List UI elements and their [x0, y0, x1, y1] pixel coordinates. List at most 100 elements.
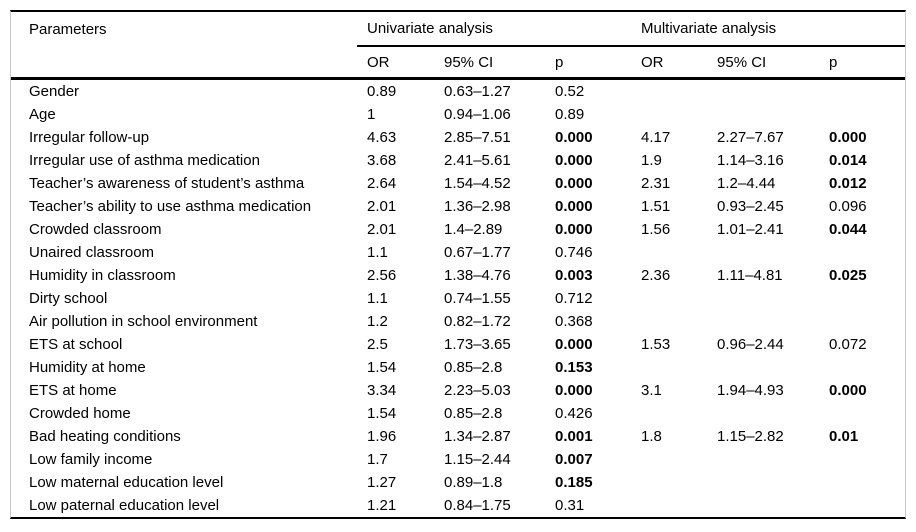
cell-univariate-p: 0.153: [555, 359, 593, 376]
cell-univariate-or: 1.21: [367, 497, 397, 514]
cell-parameter: Teacher’s awareness of student’s asthma: [29, 175, 305, 192]
cell-parameter: Crowded classroom: [29, 221, 162, 238]
cell-univariate-or: 3.34: [367, 382, 397, 399]
cell-multivariate-p: 0.000: [829, 382, 867, 399]
cell-univariate-p: 0.000: [555, 336, 593, 353]
table-row: Unaired classroom 1.1 0.67–1.77 0.746: [11, 241, 905, 264]
cell-univariate-p: 0.368: [555, 313, 593, 330]
cell-parameter: Teacher’s ability to use asthma medicati…: [29, 198, 312, 215]
table-row: Age 1 0.94–1.06 0.89: [11, 103, 905, 126]
cell-parameter: Low maternal education level: [29, 474, 224, 491]
subheader-multi-p: p: [819, 46, 905, 80]
cell-univariate-ci: 0.74–1.55: [444, 290, 511, 307]
subheader-multi-ci: 95% CI: [707, 46, 820, 80]
cell-multivariate-ci: [707, 241, 819, 264]
cell-parameter: Crowded home: [29, 405, 131, 422]
cell-multivariate-or: 1.56: [641, 221, 671, 238]
cell-multivariate-p: [819, 494, 905, 517]
cell-multivariate-ci: [707, 103, 819, 126]
cell-multivariate-p: [819, 287, 905, 310]
cell-univariate-ci: 0.94–1.06: [444, 106, 511, 123]
cell-multivariate-or: 1.9: [641, 152, 662, 169]
cell-multivariate-ci: 1.01–2.41: [717, 221, 784, 238]
cell-univariate-ci: 0.85–2.8: [444, 359, 503, 376]
column-group-multivariate: Multivariate analysis: [631, 12, 905, 47]
cell-univariate-p: 0.000: [555, 382, 593, 399]
table-row: Irregular use of asthma medication 3.68 …: [11, 149, 905, 172]
cell-multivariate-ci: [707, 287, 819, 310]
cell-multivariate-p: 0.096: [829, 198, 867, 215]
cell-univariate-ci: 1.15–2.44: [444, 451, 511, 468]
cell-univariate-ci: 0.89–1.8: [444, 474, 503, 491]
cell-parameter: Bad heating conditions: [29, 428, 181, 445]
cell-parameter: Irregular follow-up: [29, 129, 150, 146]
table-row: ETS at school 2.5 1.73–3.65 0.000 1.53 0…: [11, 333, 905, 356]
cell-univariate-p: 0.000: [555, 221, 593, 238]
cell-multivariate-p: [819, 79, 905, 104]
cell-multivariate-ci: 1.2–4.44: [717, 175, 776, 192]
subheader-multi-or: OR: [631, 46, 708, 80]
cell-univariate-p: 0.89: [555, 106, 585, 123]
cell-multivariate-ci: [707, 471, 819, 494]
cell-parameter: ETS at home: [29, 382, 117, 399]
table-row: Dirty school 1.1 0.74–1.55 0.712: [11, 287, 905, 310]
cell-univariate-or: 1.1: [367, 244, 388, 261]
column-header-parameters: Parameters: [29, 20, 107, 38]
parameters-odds-ratio-table: Parameters Univariate analysis Multivari…: [11, 12, 905, 517]
cell-univariate-or: 1.7: [367, 451, 388, 468]
table-row: Teacher’s awareness of student’s asthma …: [11, 172, 905, 195]
cell-univariate-ci: 0.85–2.8: [444, 405, 503, 422]
table-row: Teacher’s ability to use asthma medicati…: [11, 195, 905, 218]
cell-multivariate-or: [631, 448, 707, 471]
cell-univariate-p: 0.003: [555, 267, 593, 284]
cell-multivariate-p: [819, 356, 905, 379]
cell-univariate-ci: 1.34–2.87: [444, 428, 511, 445]
cell-parameter: Humidity in classroom: [29, 267, 176, 284]
cell-univariate-or: 2.5: [367, 336, 388, 353]
cell-univariate-ci: 0.84–1.75: [444, 497, 511, 514]
cell-multivariate-or: [631, 287, 707, 310]
cell-univariate-ci: 1.36–2.98: [444, 198, 511, 215]
cell-univariate-or: 0.89: [367, 83, 397, 100]
cell-parameter: Humidity at home: [29, 359, 146, 376]
cell-univariate-p: 0.007: [555, 451, 593, 468]
statistical-analysis-table: Parameters Univariate analysis Multivari…: [10, 10, 906, 519]
table-row: Crowded classroom 2.01 1.4–2.89 0.000 1.…: [11, 218, 905, 241]
table-body: Gender 0.89 0.63–1.27 0.52 Age 1 0.94–1.…: [11, 79, 905, 518]
table-row: Irregular follow-up 4.63 2.85–7.51 0.000…: [11, 126, 905, 149]
cell-multivariate-or: [631, 494, 707, 517]
cell-univariate-p: 0.426: [555, 405, 593, 422]
cell-multivariate-p: 0.072: [829, 336, 867, 353]
cell-multivariate-or: [631, 103, 707, 126]
cell-multivariate-p: [819, 448, 905, 471]
cell-multivariate-ci: [707, 310, 819, 333]
cell-univariate-or: 1.1: [367, 290, 388, 307]
cell-univariate-ci: 1.38–4.76: [444, 267, 511, 284]
cell-multivariate-p: [819, 310, 905, 333]
cell-parameter: Dirty school: [29, 290, 108, 307]
cell-univariate-or: 2.64: [367, 175, 397, 192]
cell-multivariate-ci: 2.27–7.67: [717, 129, 784, 146]
cell-multivariate-or: [631, 310, 707, 333]
cell-multivariate-or: 1.8: [641, 428, 662, 445]
table-row: Low maternal education level 1.27 0.89–1…: [11, 471, 905, 494]
cell-univariate-p: 0.746: [555, 244, 593, 261]
cell-univariate-p: 0.000: [555, 129, 593, 146]
cell-univariate-or: 1.27: [367, 474, 397, 491]
cell-multivariate-or: 1.51: [641, 198, 671, 215]
cell-multivariate-ci: 1.14–3.16: [717, 152, 784, 169]
cell-multivariate-p: [819, 103, 905, 126]
cell-multivariate-p: [819, 241, 905, 264]
cell-univariate-p: 0.000: [555, 175, 593, 192]
cell-multivariate-or: [631, 402, 707, 425]
subheader-uni-or: OR: [357, 46, 434, 80]
cell-univariate-p: 0.185: [555, 474, 593, 491]
cell-univariate-or: 1.54: [367, 359, 397, 376]
cell-parameter: ETS at school: [29, 336, 123, 353]
cell-multivariate-p: [819, 402, 905, 425]
cell-univariate-or: 2.56: [367, 267, 397, 284]
table-header: Parameters Univariate analysis Multivari…: [11, 12, 905, 80]
subheader-uni-p: p: [545, 46, 632, 80]
cell-univariate-p: 0.31: [555, 497, 585, 514]
table-row: Low family income 1.7 1.15–2.44 0.007: [11, 448, 905, 471]
